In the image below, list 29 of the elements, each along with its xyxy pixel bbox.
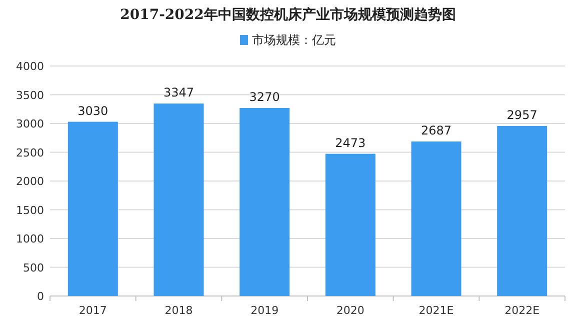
bar — [497, 126, 548, 296]
data-label: 3347 — [163, 86, 194, 100]
y-tick-label: 0 — [37, 290, 44, 303]
bar — [411, 141, 462, 296]
x-tick-label: 2022E — [504, 304, 540, 317]
x-tick-label: 2017 — [78, 304, 107, 317]
data-label: 2473 — [335, 136, 366, 150]
y-tick-label: 1000 — [16, 232, 44, 246]
data-label: 2957 — [506, 108, 538, 122]
y-tick-label: 1500 — [16, 204, 44, 217]
y-tick-label: 2500 — [16, 146, 44, 160]
x-tick-label: 2019 — [250, 304, 279, 317]
y-tick-label: 4000 — [16, 60, 44, 73]
bar — [154, 104, 204, 296]
x-tick-label: 2021E — [418, 304, 454, 317]
x-tick-label: 2020 — [336, 304, 364, 317]
y-tick-label: 500 — [23, 261, 44, 274]
data-label: 3270 — [249, 90, 280, 104]
bar — [240, 108, 290, 296]
y-tick-label: 3000 — [16, 118, 44, 130]
data-label: 2687 — [420, 123, 452, 138]
y-tick-label: 3500 — [16, 88, 44, 102]
bar — [325, 154, 376, 296]
chart-title: 2017-2022年中国数控机床产业市场规模预测趋势图 — [120, 6, 456, 23]
legend-label: 市场规模：亿元 — [252, 33, 336, 47]
y-tick-label: 2000 — [16, 175, 44, 188]
x-tick-label: 2018 — [164, 304, 193, 317]
data-label: 3030 — [78, 104, 108, 118]
bar — [68, 122, 118, 296]
